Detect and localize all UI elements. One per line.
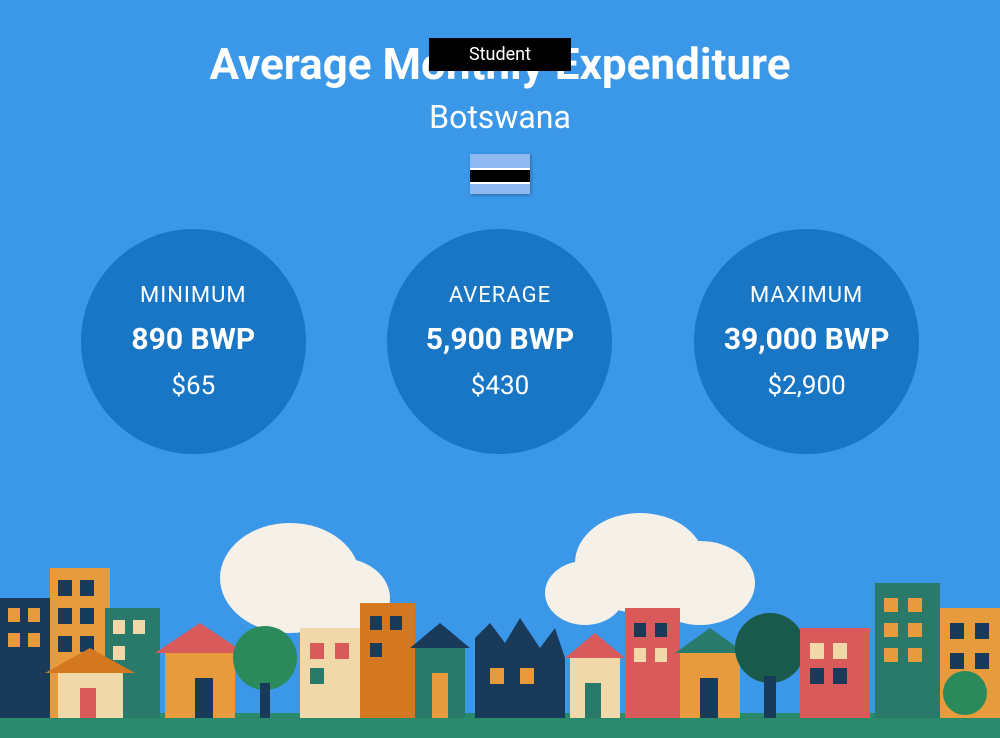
stat-label: MAXIMUM <box>750 283 863 308</box>
stat-minimum: MINIMUM 890 BWP $65 <box>81 229 306 454</box>
stat-label: MINIMUM <box>140 283 247 308</box>
flag-icon <box>470 154 530 194</box>
stat-label: AVERAGE <box>449 283 551 308</box>
cityscape-illustration <box>0 508 1000 738</box>
stats-row: MINIMUM 890 BWP $65 AVERAGE 5,900 BWP $4… <box>0 229 1000 454</box>
stat-average: AVERAGE 5,900 BWP $430 <box>387 229 612 454</box>
stat-usd: $2,900 <box>768 371 846 401</box>
stat-usd: $65 <box>171 371 215 401</box>
stat-usd: $430 <box>471 371 529 401</box>
stat-value: 890 BWP <box>131 322 255 357</box>
stat-maximum: MAXIMUM 39,000 BWP $2,900 <box>694 229 919 454</box>
badge: Student <box>429 38 571 71</box>
stat-value: 39,000 BWP <box>724 322 890 357</box>
country-subtitle: Botswana <box>0 98 1000 136</box>
stat-value: 5,900 BWP <box>426 322 574 357</box>
